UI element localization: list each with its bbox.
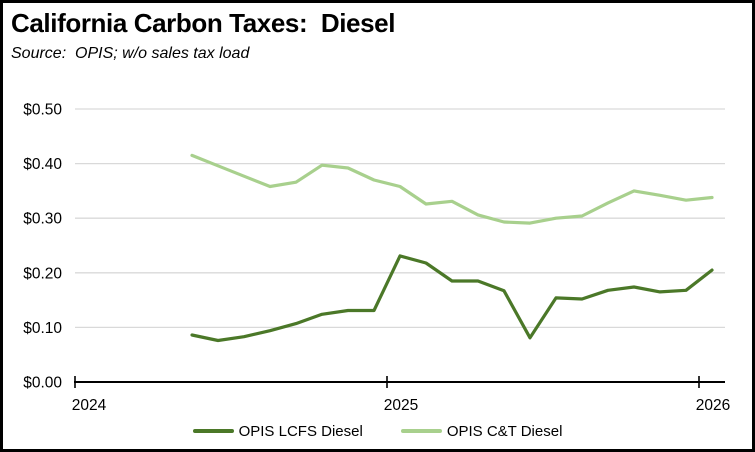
- legend-item-opis-ct-diesel: OPIS C&T Diesel: [400, 422, 563, 440]
- legend-swatch-lcfs-line: [192, 429, 234, 433]
- x-axis-tick-label: 2025: [384, 397, 418, 414]
- x-axis-tick-label: 2026: [696, 397, 730, 414]
- y-axis-tick-label: $0.10: [23, 320, 62, 337]
- y-axis-tick-label: $0.40: [23, 156, 62, 173]
- y-axis-tick-label: $0.30: [23, 211, 62, 228]
- chart-source-note: Source: OPIS; w/o sales tax load: [11, 45, 250, 62]
- y-axis-tick-label: $0.00: [23, 375, 62, 392]
- chart-legend: OPIS LCFS Diesel OPIS C&T Diesel: [0, 421, 755, 441]
- y-axis-tick-label: $0.50: [23, 102, 62, 119]
- legend-label-lcfs: OPIS LCFS Diesel: [238, 422, 363, 440]
- legend-item-opis-lcfs-diesel: OPIS LCFS Diesel: [192, 422, 363, 440]
- legend-label-ct: OPIS C&T Diesel: [446, 422, 563, 440]
- series-line-lcfs: [190, 254, 714, 343]
- chart-title: California Carbon Taxes: Diesel: [11, 8, 396, 38]
- series-line-ct: [190, 153, 714, 225]
- legend-swatch-ct-line: [400, 429, 442, 433]
- x-axis-tick-label: 2024: [72, 397, 107, 414]
- y-axis-tick-label: $0.20: [23, 265, 62, 282]
